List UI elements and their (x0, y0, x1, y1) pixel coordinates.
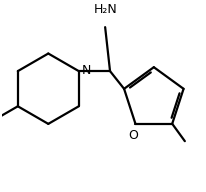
Text: O: O (128, 129, 138, 142)
Text: N: N (81, 64, 91, 77)
Text: H₂N: H₂N (93, 3, 116, 16)
